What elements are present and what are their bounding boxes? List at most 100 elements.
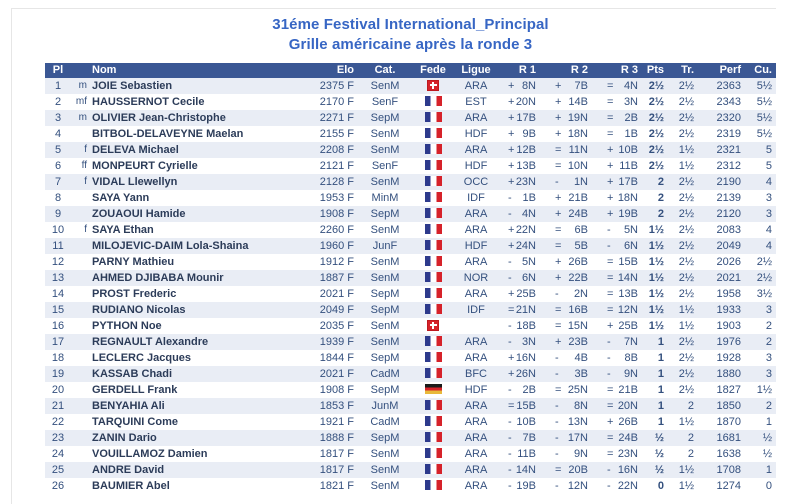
player-tiebreak: 2½ <box>669 238 699 254</box>
result-sign: - <box>607 336 611 348</box>
flag-fra-icon <box>424 304 442 315</box>
player-league: ARA <box>455 142 497 158</box>
round-3-result: = 2B <box>593 110 643 126</box>
player-league: IDF <box>455 302 497 318</box>
result-opponent: 25N <box>567 384 588 396</box>
result-opponent: 20N <box>617 400 638 412</box>
round-1-result: -7B <box>497 430 541 446</box>
player-tiebreak: 2½ <box>669 206 699 222</box>
result-sign: - <box>508 320 512 332</box>
round-3-result: = 15B <box>593 254 643 270</box>
result-opponent: 19N <box>567 112 588 124</box>
player-row: 3 m OLIVIER Jean-Christophe 2271 F SepM … <box>45 110 776 126</box>
player-name: RUDIANO Nicolas <box>89 302 289 318</box>
round-1-result: +16N <box>497 350 541 366</box>
result-sign: + <box>607 416 614 428</box>
player-tiebreak: 2½ <box>669 270 699 286</box>
result-sign: + <box>607 320 614 332</box>
player-category: CadM <box>359 366 411 382</box>
result-opponent: 26B <box>568 256 588 268</box>
player-rank: 2 <box>54 96 62 108</box>
round-2-result: = 20B <box>541 462 593 478</box>
round-3-result: = 21B <box>593 382 643 398</box>
player-performance: 1958 <box>716 288 741 300</box>
result-opponent: 7N <box>623 336 638 348</box>
col-header-league: Ligue <box>455 63 497 78</box>
flag-fra-icon <box>424 192 442 203</box>
round-1-result: +26N <box>497 366 541 382</box>
player-league: BFC <box>455 366 497 382</box>
player-points: 1 <box>657 416 664 428</box>
result-opponent: 5N <box>623 224 638 236</box>
player-federation <box>411 462 455 478</box>
flag-sui-icon <box>427 319 439 331</box>
result-sign: + <box>555 208 562 220</box>
player-cumulative: 5 <box>747 142 776 158</box>
player-fide-title: f <box>84 224 87 235</box>
round-3-result: = 14N <box>593 270 643 286</box>
round-1-result: +25B <box>497 286 541 302</box>
result-opponent: 3N <box>623 96 638 108</box>
result-opponent: 19B <box>618 208 638 220</box>
player-rank: 15 <box>45 302 71 318</box>
round-3-result: = 4N <box>593 78 643 94</box>
round-2-result: +23B <box>541 334 593 350</box>
player-name: ZOUAOUI Hamide <box>89 206 289 222</box>
player-category: SenM <box>370 128 400 140</box>
player-category: SepM <box>370 288 400 300</box>
player-points: 1 <box>643 398 669 414</box>
round-2-result: = 16B <box>541 302 593 318</box>
round-1-result: +20N <box>497 94 541 110</box>
result-sign: = <box>607 96 614 108</box>
flag-fra-icon <box>424 448 442 459</box>
result-sign: + <box>607 160 614 172</box>
round-1-result: +17B <box>497 110 541 126</box>
player-cumulative: 4 <box>747 174 776 190</box>
player-performance: 1827 <box>716 384 741 396</box>
player-points: 1½ <box>643 302 669 318</box>
player-fide-title <box>71 430 89 446</box>
player-points: 2 <box>643 206 669 222</box>
player-fide-title <box>71 270 89 286</box>
player-federation <box>411 206 455 222</box>
player-federation <box>411 174 455 190</box>
player-category: SenM <box>359 270 411 286</box>
result-sign: + <box>508 240 515 252</box>
round-1-result: -4N <box>497 206 541 222</box>
player-cumulative: 5½ <box>756 128 772 140</box>
col-header-title <box>71 63 89 78</box>
player-row: 23 ZANIN Dario 1888 F SepM ARA -7B -17N … <box>45 430 776 446</box>
player-performance: 1933 <box>699 302 747 318</box>
player-elo: 1908 F <box>289 206 359 222</box>
player-performance: 2049 <box>699 238 747 254</box>
player-category: SenM <box>359 462 411 478</box>
player-federation <box>411 430 455 446</box>
player-performance: 2343 <box>716 96 741 108</box>
flag-fra-icon <box>424 144 442 155</box>
round-2-result: -17N <box>541 430 593 446</box>
result-opponent: 1B <box>624 128 638 140</box>
result-sign: - <box>555 400 559 412</box>
player-performance: 2190 <box>699 174 747 190</box>
player-federation <box>411 254 455 270</box>
player-tiebreak: 2½ <box>678 288 694 300</box>
result-opponent: 15B <box>516 400 536 412</box>
player-name: MONPEURT Cyrielle <box>92 160 198 172</box>
result-sign: + <box>508 144 515 156</box>
result-opponent: 6N <box>623 240 638 252</box>
page-title: 31éme Festival International_Principal <box>272 16 549 33</box>
results-table-body: 1 m JOIE Sebastien 2375 F SenM ARA +8N +… <box>45 78 776 494</box>
flag-fra-icon <box>424 208 442 219</box>
result-sign: - <box>607 368 611 380</box>
result-opponent: 17B <box>618 176 638 188</box>
player-fide-title <box>71 382 89 398</box>
player-elo: 2375 F <box>289 78 359 94</box>
player-tiebreak: 1½ <box>678 320 694 332</box>
player-points: 2½ <box>643 110 669 126</box>
player-cumulative: 1 <box>765 416 772 428</box>
round-2-result: -12N <box>541 478 593 494</box>
flag-fra-icon <box>424 432 442 443</box>
report-header: 31éme Festival International_Principal G… <box>45 15 776 55</box>
page-border-top <box>11 8 776 9</box>
player-federation <box>411 126 455 142</box>
